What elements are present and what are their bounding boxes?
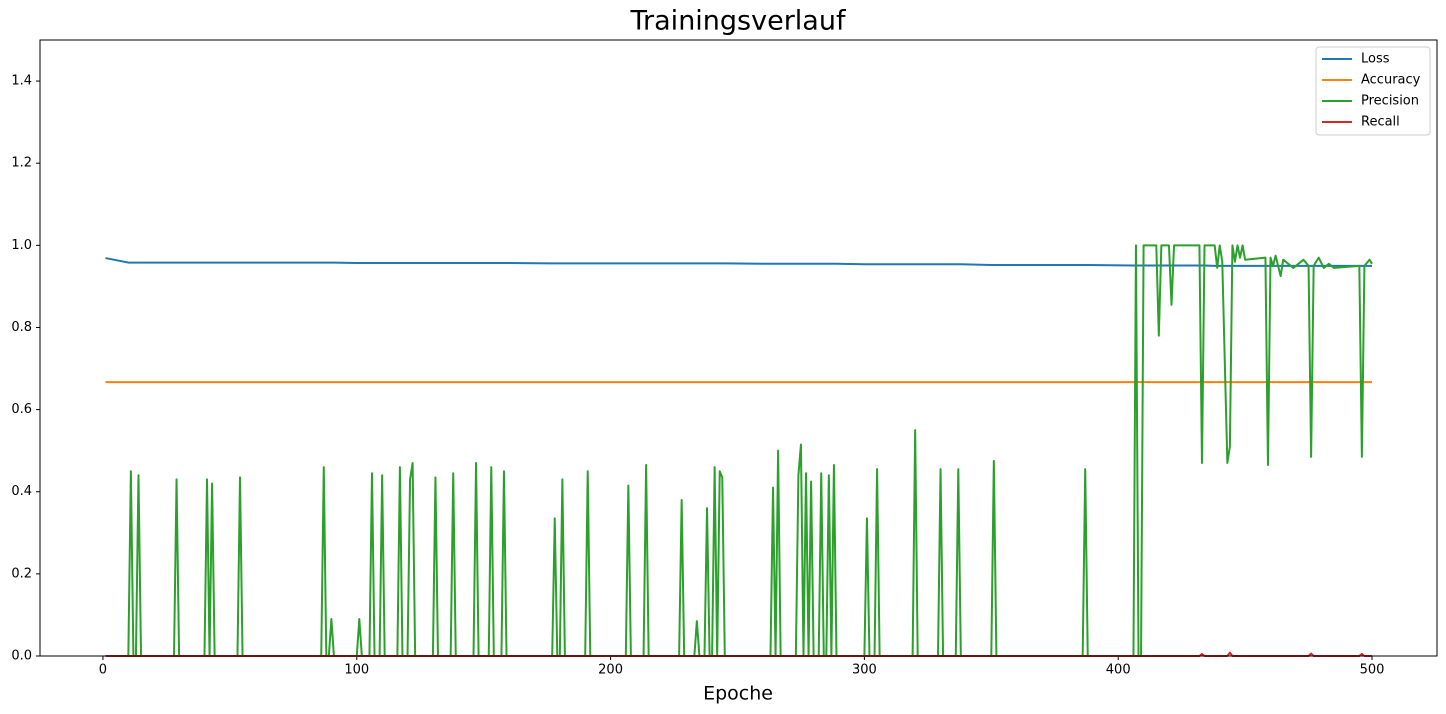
y-tick-label: 1.4 bbox=[11, 74, 32, 89]
x-tick-label: 100 bbox=[344, 663, 369, 678]
x-axis-label: Epoche bbox=[703, 683, 773, 705]
legend-label: Recall bbox=[1361, 115, 1400, 130]
x-tick-label: 500 bbox=[1360, 663, 1385, 678]
legend-label: Loss bbox=[1361, 52, 1390, 67]
legend-box bbox=[1315, 46, 1431, 136]
y-tick-label: 0.0 bbox=[11, 649, 32, 664]
series-line bbox=[105, 244, 1373, 657]
legend-label: Precision bbox=[1361, 94, 1419, 109]
y-tick-label: 0.8 bbox=[11, 320, 32, 335]
y-tick-label: 1.2 bbox=[11, 156, 32, 171]
x-tick-label: 300 bbox=[852, 663, 877, 678]
chart-title: Trainingsverlauf bbox=[630, 6, 847, 37]
y-tick-label: 1.0 bbox=[11, 238, 32, 253]
x-tick-label: 400 bbox=[1106, 663, 1131, 678]
legend-label: Accuracy bbox=[1361, 73, 1421, 88]
x-tick-label: 0 bbox=[99, 663, 107, 678]
y-tick-label: 0.2 bbox=[11, 566, 32, 581]
y-tick-label: 0.4 bbox=[11, 484, 32, 499]
x-tick-label: 200 bbox=[598, 663, 623, 678]
y-tick-label: 0.6 bbox=[11, 402, 32, 417]
plot-frame bbox=[39, 39, 1438, 657]
